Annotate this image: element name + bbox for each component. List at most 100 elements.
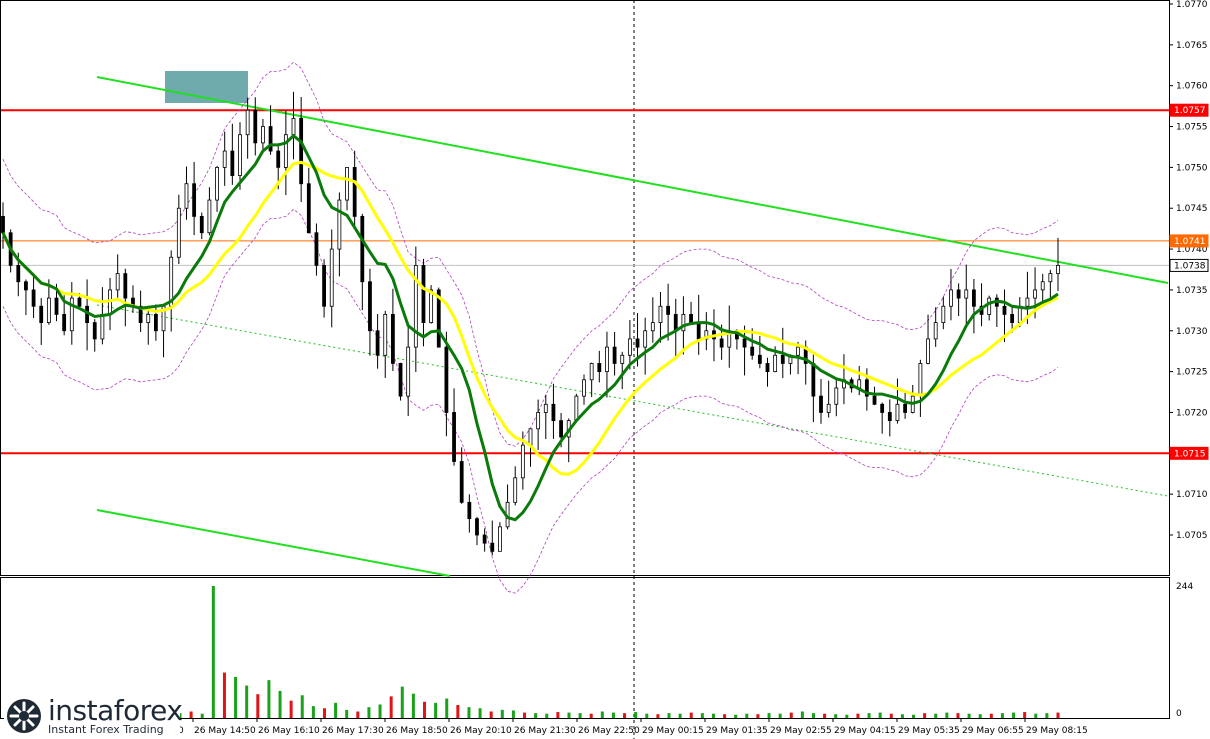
candle-body <box>153 314 158 332</box>
candle-body <box>383 314 388 356</box>
candle-body <box>826 403 831 413</box>
volume-bar <box>745 713 749 718</box>
volume-bar <box>934 713 938 718</box>
candle-body <box>864 379 869 397</box>
candle-body <box>100 314 105 340</box>
price-tick-label: 1.0725 <box>1176 368 1208 378</box>
volume-bar <box>967 713 971 718</box>
level-tag <box>1169 258 1209 272</box>
candle-body <box>146 314 151 323</box>
volume-bar <box>222 672 226 718</box>
level-tag-label: 1.0741 <box>1174 237 1206 247</box>
candle-body <box>780 354 785 364</box>
candle-body <box>192 183 197 217</box>
volume-bar <box>589 713 593 718</box>
volume-bar <box>756 714 760 718</box>
price-axis: 1.07701.07651.07601.07551.07501.07451.07… <box>1169 0 1208 541</box>
candle-body <box>987 297 992 315</box>
volume-pane-frame <box>0 577 1170 719</box>
price-tick-label: 1.0750 <box>1176 163 1208 173</box>
candle-body <box>681 314 686 332</box>
instaforex-logo-icon <box>7 699 41 733</box>
volume-bar <box>689 712 693 718</box>
candle-body <box>811 363 816 397</box>
volume-bar <box>567 712 571 718</box>
volume-bar <box>245 685 249 718</box>
candle-body <box>475 518 479 536</box>
volume-max-label: 244 <box>1176 582 1193 592</box>
candle-body <box>520 444 525 479</box>
candle-body <box>750 346 755 356</box>
volume-bar <box>889 713 893 718</box>
candle-body <box>253 109 258 144</box>
volume-bar <box>623 713 627 718</box>
candle-body <box>926 338 930 364</box>
moving-averages <box>1 133 1059 522</box>
candle-body <box>337 199 342 250</box>
price-tick-label: 1.0730 <box>1176 327 1208 337</box>
candle-body <box>283 134 288 168</box>
candle-body <box>69 297 74 332</box>
time-tick-label: 26 May 17:30 <box>322 726 384 736</box>
candle-body <box>696 322 701 340</box>
slow-moving-average <box>1 160 1059 476</box>
lower-band <box>2 208 1059 594</box>
time-tick-label: 29 May 08:15 <box>1026 726 1088 736</box>
volume-bar <box>489 711 493 718</box>
candle-body <box>54 297 59 315</box>
volume-bar <box>867 713 871 718</box>
volume-bar <box>356 711 360 718</box>
candle-body <box>574 395 579 422</box>
volume-bar <box>778 713 782 718</box>
candle-body <box>375 330 380 356</box>
candle-body <box>352 166 357 217</box>
candle-body <box>429 289 434 323</box>
candle-body <box>46 297 51 324</box>
candle-body <box>490 542 495 552</box>
volume-bar <box>256 694 260 718</box>
candle-body <box>834 387 839 405</box>
candle-body <box>436 289 441 348</box>
volume-bar <box>511 710 515 718</box>
candle-body <box>77 297 82 307</box>
volume-bar <box>800 711 804 718</box>
volume-bar <box>389 696 393 718</box>
candle-body <box>589 363 594 381</box>
candle-body <box>199 215 204 234</box>
time-tick-label: 26 May 18:50 <box>386 726 448 736</box>
time-tick-label: 29 May 01:35 <box>706 726 768 736</box>
candle-body <box>643 330 648 348</box>
candle-body <box>956 289 961 299</box>
volume-bar <box>445 698 449 718</box>
level-tag <box>1169 234 1209 248</box>
volume-bar <box>456 705 460 718</box>
candle-body <box>1010 314 1015 323</box>
candle-body <box>467 501 472 520</box>
volume-bar <box>923 713 927 718</box>
candle-body <box>582 379 586 397</box>
candle-body <box>536 412 541 430</box>
candle-body <box>406 346 411 397</box>
price-pane-frame <box>0 0 1170 576</box>
volume-bar <box>234 676 238 718</box>
candle-body <box>115 273 120 291</box>
candle-body <box>513 477 518 503</box>
candle-body <box>207 199 212 234</box>
candle-body <box>230 150 235 176</box>
volume-bar <box>678 713 682 718</box>
candle-body <box>666 305 671 315</box>
candle-body <box>964 289 969 299</box>
candle-body <box>390 314 395 364</box>
price-tick-label: 1.0755 <box>1176 123 1208 133</box>
candle-body <box>872 395 877 405</box>
candle-body <box>880 403 885 413</box>
time-tick-label: 26 May 21:30 <box>514 726 576 736</box>
candle-body <box>498 526 502 552</box>
candle-body <box>605 346 609 373</box>
volume-bar <box>734 714 738 718</box>
level-tags: 1.0757 1.0741 1.0738 1.0715 <box>1169 103 1209 460</box>
time-tick-label: 26 May 16:10 <box>258 726 320 736</box>
volume-bars: 244 0 <box>178 582 1193 719</box>
time-tick-label: 0 <box>178 726 184 736</box>
volume-bar <box>189 711 193 718</box>
